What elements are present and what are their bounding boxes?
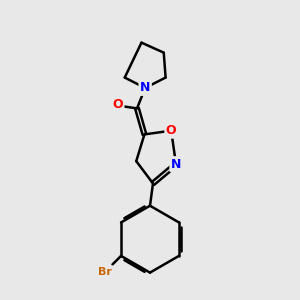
Text: N: N — [171, 158, 181, 171]
Text: O: O — [166, 124, 176, 137]
Text: O: O — [112, 98, 123, 111]
Text: Br: Br — [98, 267, 112, 277]
Text: N: N — [140, 82, 150, 94]
